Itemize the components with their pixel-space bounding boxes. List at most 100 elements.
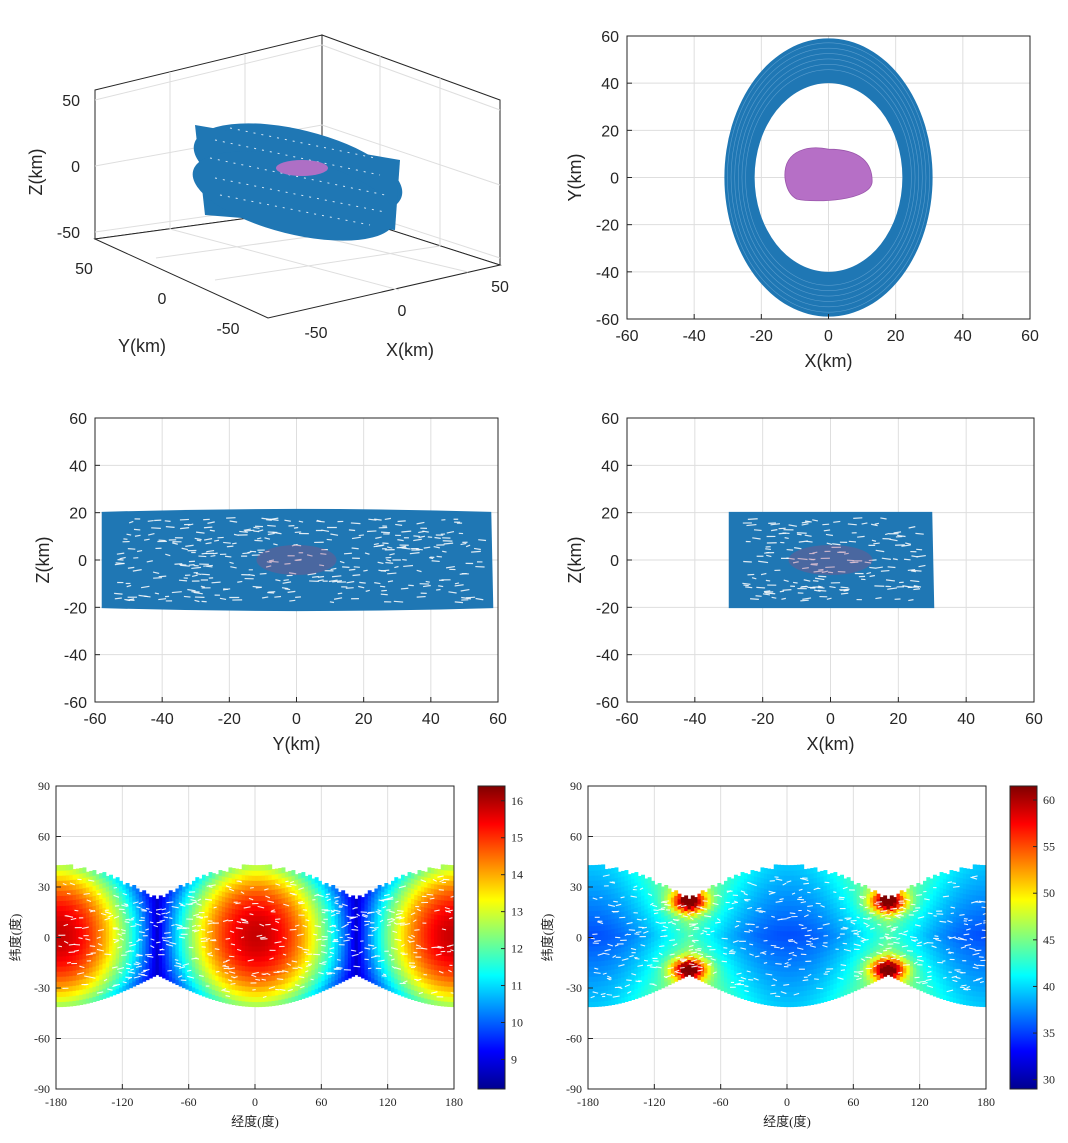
ground-track-cell — [125, 933, 130, 940]
ground-track-cell — [444, 879, 448, 886]
ground-track-cell — [318, 941, 322, 948]
orbit-gap — [758, 560, 769, 564]
ground-track-cell — [647, 917, 652, 924]
ground-track-cell — [714, 921, 718, 928]
ground-track-cell — [92, 925, 97, 932]
ground-track-cell — [195, 983, 200, 989]
ground-track-cell — [334, 888, 339, 895]
ground-track-cell — [601, 960, 606, 967]
track-gap — [395, 915, 402, 919]
ground-track-cell — [72, 975, 77, 981]
ground-track-cell — [660, 942, 665, 948]
ground-track-cell — [85, 997, 90, 1004]
ground-track-cell — [274, 878, 279, 885]
ground-track-cell — [424, 896, 429, 903]
track-gap — [354, 925, 359, 929]
ground-track-cell — [311, 959, 316, 965]
ground-track-cell — [228, 963, 233, 970]
ground-track-cell — [112, 913, 117, 920]
ground-track-cell — [617, 881, 622, 888]
ground-track-cell — [79, 873, 84, 879]
ground-track-cell — [588, 865, 592, 871]
ground-track-cell — [601, 914, 606, 921]
ground-track-cell — [424, 881, 429, 888]
ground-track-cell — [92, 955, 97, 962]
ground-track-cell — [59, 910, 64, 917]
track-gap — [332, 938, 339, 942]
ground-track-cell — [228, 973, 233, 980]
ground-track-cell — [112, 888, 117, 895]
track-gap — [171, 924, 175, 927]
ground-track-cell — [651, 926, 655, 932]
ground-track-cell — [651, 961, 655, 968]
ground-track-cell — [631, 974, 636, 980]
ground-track-cell — [654, 950, 659, 956]
ground-track-cell — [155, 964, 160, 971]
orbit-gap — [306, 554, 313, 557]
track-gap — [78, 937, 83, 940]
ground-track-cell — [211, 964, 216, 970]
ground-track-cell — [667, 979, 672, 986]
ground-track-cell — [450, 991, 454, 997]
ground-track-cell — [397, 929, 402, 935]
ground-track-cell — [344, 903, 349, 910]
ground-track-cell — [420, 966, 425, 973]
ground-track-cell — [56, 915, 60, 922]
ground-track-cell — [225, 932, 230, 938]
ground-track-cell — [407, 957, 412, 964]
ground-track-cell — [89, 891, 94, 897]
ground-track-cell — [624, 935, 629, 942]
ground-track-cell — [667, 959, 672, 965]
ground-track-cell — [185, 984, 190, 990]
ground-track-cell — [588, 890, 592, 897]
ground-track-cell — [218, 991, 223, 997]
ground-track-cell — [112, 908, 117, 915]
ground-track-cell — [314, 952, 319, 959]
ground-track-cell — [56, 875, 60, 881]
track-gap — [398, 885, 407, 889]
track-gap — [135, 965, 143, 968]
ground-track-cell — [667, 944, 672, 950]
ground-track-cell — [447, 930, 452, 937]
ground-track-cell — [245, 1001, 249, 1007]
ground-track-cell — [248, 986, 253, 992]
ground-track-cell — [651, 966, 655, 973]
ground-track-cell — [667, 898, 672, 905]
ground-track-cell — [614, 938, 619, 944]
ground-track-cell — [99, 918, 104, 925]
ground-track-cell — [168, 966, 173, 972]
ground-track-cell — [208, 927, 213, 934]
ground-track-cell — [434, 994, 439, 1001]
x-axis-label: Y(km) — [273, 734, 321, 754]
ground-track-cell — [641, 965, 645, 972]
ground-track-cell — [235, 944, 240, 951]
ground-track-cell — [450, 996, 454, 1003]
orbit-gap — [380, 593, 388, 596]
ground-track-cell — [165, 923, 170, 930]
ground-track-cell — [175, 959, 180, 965]
ground-track-cell — [62, 900, 67, 906]
orbit-gap — [460, 588, 470, 592]
orbit-gap — [797, 557, 808, 561]
ground-track-cell — [440, 914, 445, 921]
ground-track-cell — [135, 913, 140, 920]
ground-track-cell — [420, 997, 425, 1003]
ground-track-cell — [723, 976, 728, 983]
ground-track-cell — [245, 874, 249, 881]
ground-track-cell — [387, 965, 392, 971]
ground-track-cell — [717, 933, 722, 940]
orbit-gap — [804, 534, 812, 537]
ground-track-cell — [215, 874, 220, 880]
x-tick-label: -60 — [181, 1095, 197, 1109]
ground-track-cell — [258, 865, 263, 871]
ground-track-cell — [235, 873, 240, 880]
track-gap — [282, 953, 287, 956]
ground-track-cell — [400, 894, 405, 901]
orbit-gap — [171, 591, 182, 594]
ground-track-cell — [188, 950, 193, 956]
ground-track-cell — [268, 1000, 273, 1007]
ground-track-cell — [208, 988, 213, 994]
ground-track-cell — [694, 902, 699, 908]
ground-track-cell — [231, 979, 236, 985]
ground-track-cell — [271, 889, 276, 895]
